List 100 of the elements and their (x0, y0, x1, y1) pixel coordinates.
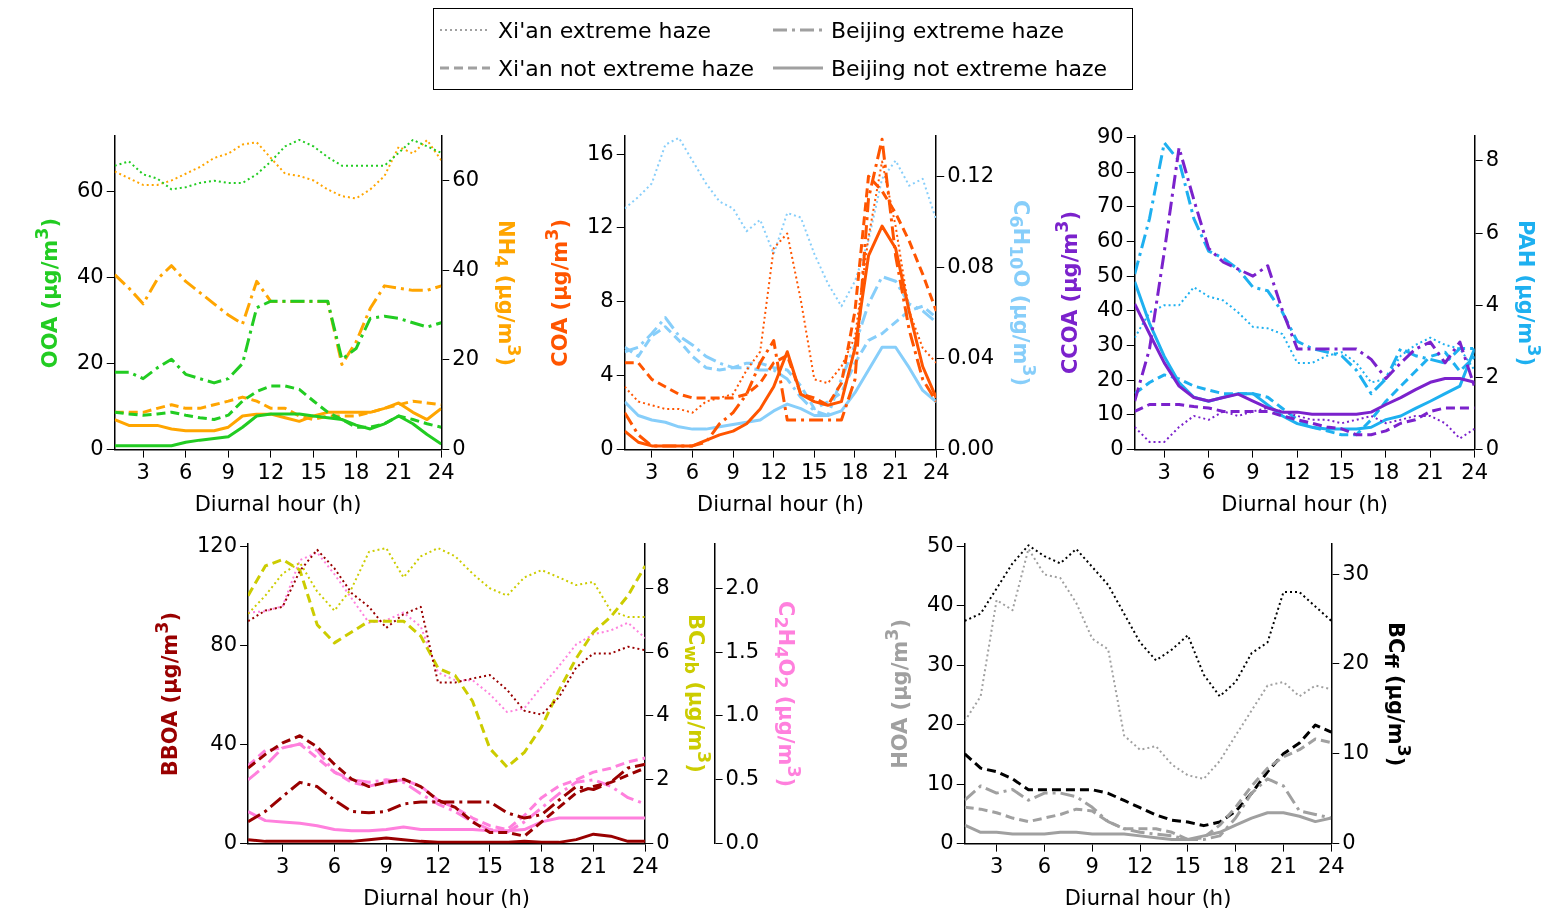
legend-label: Xi'an extreme haze (498, 17, 712, 43)
x-tick-label: 12 (760, 459, 788, 484)
x-tick-label: 12 (1126, 853, 1154, 878)
y-tick-label: 20 (1096, 366, 1124, 391)
x-tick-label: 15 (476, 853, 504, 878)
y2-tick-label: 0 (452, 436, 466, 461)
x-tick-label: 3 (136, 459, 150, 484)
line-series (114, 264, 442, 366)
y3-tick-label: 2.0 (725, 574, 760, 599)
x-tick-label: 21 (1270, 853, 1297, 878)
y-tick-label: 8 (600, 288, 614, 313)
x-tick-label: 18 (1222, 853, 1250, 878)
x-tick-label: 6 (1037, 853, 1052, 878)
x-tick-label: 15 (300, 459, 327, 484)
x-tick-label: 6 (179, 459, 193, 484)
y-tick-label: 40 (1096, 297, 1124, 322)
x-tick-label: 6 (1201, 459, 1216, 484)
x-tick-label: 15 (800, 459, 828, 484)
y-tick-label: 4 (600, 362, 614, 387)
x-tick-label: 12 (257, 459, 285, 484)
x-tick-label: 3 (1157, 459, 1171, 484)
y2-tick-label: 6 (656, 638, 670, 663)
legend-label: Xi'an not extreme haze (498, 55, 755, 81)
x-axis-title: Diurnal hour (h) (697, 491, 864, 516)
y2-tick-label: 6 (1485, 219, 1500, 244)
x-tick-label: 18 (1372, 459, 1400, 484)
line-series (624, 136, 937, 308)
y2-tick-label: 30 (1342, 560, 1370, 585)
x-tick-label: 24 (631, 853, 659, 878)
y-tick-label: 16 (586, 140, 614, 165)
y3-tick-label: 1.0 (725, 702, 760, 727)
y3-tick-label: 0.5 (725, 766, 760, 791)
x-tick-label: 3 (989, 853, 1004, 878)
x-axis-title: Diurnal hour (h) (1064, 885, 1232, 910)
x-tick-label: 9 (726, 459, 740, 484)
x-tick-label: 18 (528, 853, 555, 878)
x-tick-label: 18 (342, 459, 370, 484)
x-tick-label: 21 (385, 459, 413, 484)
y-tick-label: 40 (76, 264, 104, 288)
y-tick-label: 60 (76, 177, 104, 202)
y-tick-label: 30 (926, 651, 954, 676)
y3-tick-label: 0.0 (725, 830, 760, 855)
line-series (114, 299, 442, 385)
x-tick-label: 21 (580, 853, 607, 878)
y-tick-label: 20 (76, 350, 104, 375)
legend-label: Beijing extreme haze (830, 17, 1065, 43)
y2-tick-label: 2 (656, 766, 670, 791)
y2-tick-label: 20 (1342, 650, 1370, 675)
x-tick-label: 9 (1085, 853, 1099, 878)
y2-tick-label: 60 (452, 166, 480, 191)
y2-tick-label: 0.12 (947, 163, 995, 188)
y2-tick-label: 4 (656, 702, 670, 727)
line-series (114, 139, 442, 200)
line-series (964, 737, 1332, 841)
x-tick-label: 12 (424, 853, 452, 878)
y-tick-label: 20 (926, 711, 954, 736)
x-tick-label: 3 (275, 853, 290, 878)
x-tick-label: 9 (379, 853, 393, 878)
y-tick-label: 120 (196, 532, 238, 557)
y-tick-label: 10 (1096, 401, 1124, 426)
y2-tick-label: 8 (656, 574, 670, 599)
y2-tick-label: 8 (1485, 147, 1500, 172)
y2-tick-label: 0 (1485, 436, 1500, 461)
x-tick-label: 24 (1461, 459, 1489, 484)
x-tick-label: 21 (1416, 459, 1444, 484)
y2-tick-label: 0 (656, 830, 670, 855)
x-tick-label: 9 (221, 459, 235, 484)
x-tick-label: 21 (882, 459, 909, 484)
y-tick-label: 12 (586, 214, 614, 239)
y2-tick-label: 0.08 (947, 254, 995, 279)
x-tick-label: 24 (922, 459, 950, 484)
x-tick-label: 15 (1328, 459, 1355, 484)
y-tick-label: 90 (1096, 123, 1124, 148)
y2-tick-label: 0 (1342, 830, 1356, 855)
y2-tick-label: 10 (1342, 740, 1370, 765)
x-tick-label: 12 (1283, 459, 1311, 484)
y2-tick-label: 2 (1485, 363, 1500, 388)
y-tick-label: 70 (1096, 193, 1124, 218)
y2-tick-label: 40 (452, 256, 480, 281)
y-tick-label: 60 (1096, 227, 1124, 252)
y3-tick-label: 1.5 (725, 638, 760, 663)
y-tick-label: 50 (1096, 262, 1124, 287)
y-tick-label: 0 (90, 436, 104, 461)
x-tick-label: 6 (685, 459, 700, 484)
y2-tick-label: 0.00 (947, 436, 995, 461)
y-tick-label: 0 (600, 436, 614, 461)
line-series (114, 138, 442, 191)
y2-tick-label: 4 (1485, 291, 1500, 316)
x-axis-title: Diurnal hour (h) (194, 491, 362, 516)
y-tick-label: 30 (1096, 331, 1124, 356)
y-tick-label: 0 (1110, 436, 1124, 461)
x-tick-label: 24 (427, 459, 455, 484)
x-axis-title: Diurnal hour (h) (363, 885, 531, 910)
y-tick-label: 80 (1096, 158, 1124, 183)
y-tick-label: 40 (210, 730, 238, 755)
y-tick-label: 10 (926, 770, 954, 795)
y2-tick-label: 20 (452, 346, 480, 371)
x-tick-label: 24 (1317, 853, 1345, 878)
x-tick-label: 15 (1174, 853, 1202, 878)
x-tick-label: 9 (1246, 459, 1260, 484)
